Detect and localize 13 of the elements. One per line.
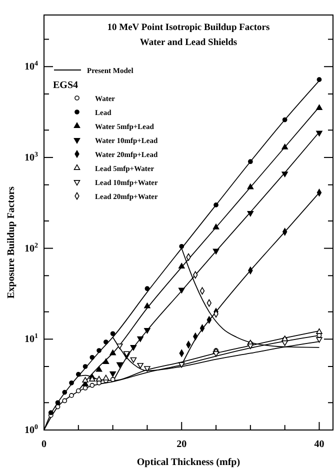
legend-title: EGS4 bbox=[53, 80, 78, 91]
y-tick-label: 10$^{3}$ bbox=[24, 150, 38, 164]
y-tick-label: 10$^{1}$ bbox=[24, 332, 38, 346]
x-tick-label: 20 bbox=[176, 439, 187, 450]
y-tick-label: 10$^{4}$ bbox=[24, 60, 38, 73]
x-tick-label: 0 bbox=[42, 439, 46, 450]
y-tick-label: 10$^{2}$ bbox=[24, 241, 38, 254]
y-tick-label: 10$^{0}$ bbox=[24, 423, 38, 436]
x-tick-label: 40 bbox=[314, 439, 324, 450]
x-axis-title: Optical Thickness (mfp) bbox=[136, 457, 240, 468]
text: Water and Lead Shields bbox=[140, 38, 238, 48]
text: 10 MeV Point Isotropic Buildup Factors bbox=[107, 23, 270, 33]
y-axis-title: Exposure Buildup Factors bbox=[6, 186, 17, 299]
